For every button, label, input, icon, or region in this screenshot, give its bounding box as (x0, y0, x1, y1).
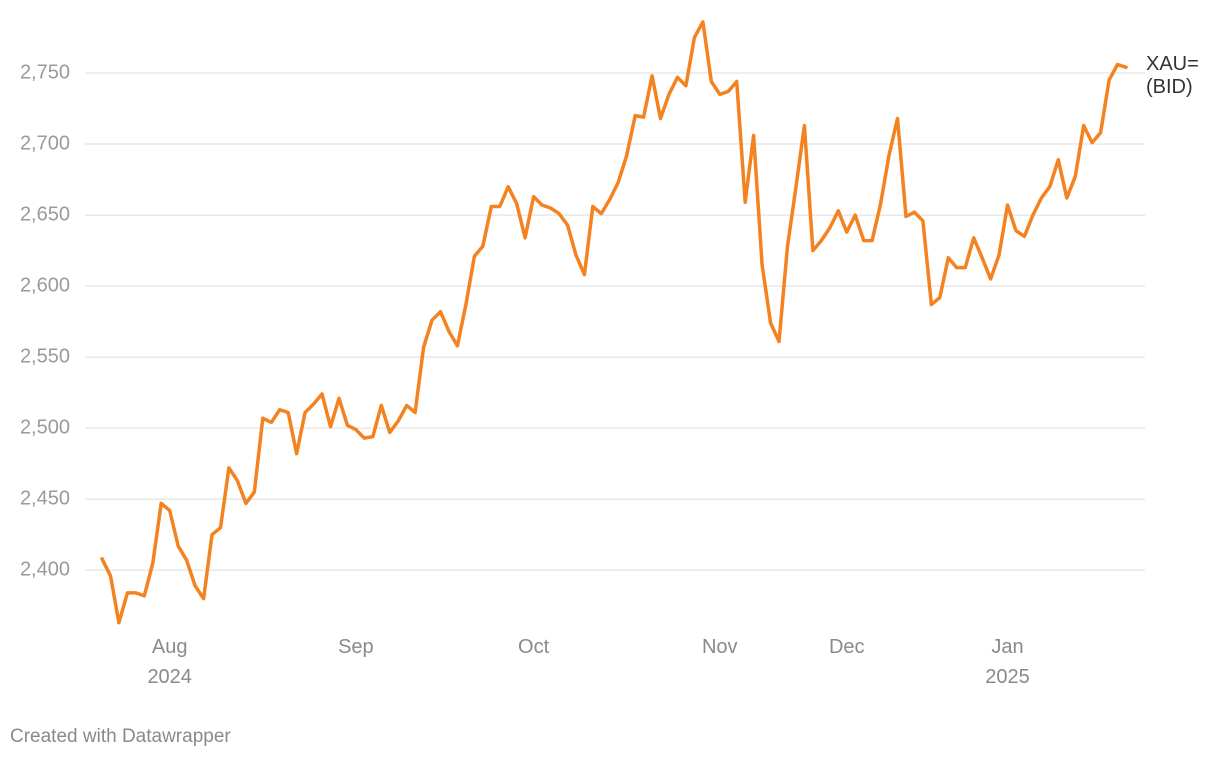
y-tick-label: 2,700 (20, 132, 70, 154)
y-tick-label: 2,500 (20, 416, 70, 438)
y-tick-label: 2,650 (20, 203, 70, 225)
x-tick-label: Oct (518, 636, 550, 658)
y-tick-label: 2,750 (20, 61, 70, 83)
y-tick-label: 2,450 (20, 487, 70, 509)
x-tick-label: Jan 2025 (985, 636, 1030, 688)
y-tick-label: 2,600 (20, 274, 70, 296)
x-tick-label: Dec (829, 636, 865, 658)
y-tick-label: 2,400 (20, 558, 70, 580)
series-label: XAU= (BID) (1146, 53, 1199, 98)
y-tick-label: 2,550 (20, 345, 70, 367)
footer: Created with Datawrapper (10, 726, 231, 747)
x-tick-label: Aug 2024 (147, 636, 192, 688)
x-tick-label: Nov (702, 636, 738, 658)
price-line (100, 20, 1128, 625)
x-tick-label: Sep (338, 636, 374, 658)
